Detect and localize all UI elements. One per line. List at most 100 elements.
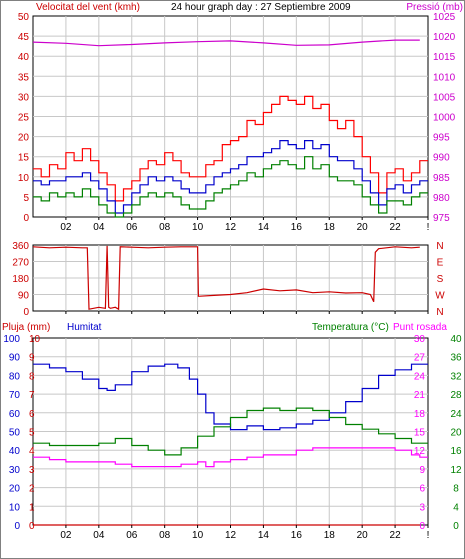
wind-tick-label: 0 [23, 213, 29, 224]
compass-label: N [436, 241, 443, 252]
x-tick-label: 04 [93, 530, 105, 541]
wind-tick-label: 45 [18, 32, 30, 43]
wind-tick-label: 40 [18, 52, 30, 63]
humidity-tick-label: 100 [3, 334, 20, 345]
rain-tick-label: 3 [29, 465, 35, 476]
series-direction [32, 245, 420, 311]
dewpoint-tick-label: 18 [414, 409, 426, 420]
wind-tick-label: 35 [18, 72, 30, 83]
temperature-tick-label: 8 [453, 484, 459, 495]
series-dewpoint [33, 447, 428, 468]
temperature-tick-label: 36 [450, 353, 462, 364]
humidity-tick-label: 20 [9, 484, 21, 495]
pressure-tick-label: 990 [433, 153, 450, 164]
series-temperature [33, 407, 428, 456]
direction-tick-label: 90 [18, 291, 30, 302]
x-tick-label: 06 [126, 222, 138, 233]
dewpoint-tick-label: 12 [414, 446, 426, 457]
temperature-tick-label: 12 [450, 465, 462, 476]
x-tick-label: 02 [60, 530, 72, 541]
x-tick-label: 04 [93, 222, 105, 233]
pressure-tick-label: 980 [433, 193, 450, 204]
x-tick-label: 14 [258, 530, 270, 541]
rain-tick-label: 0 [29, 521, 35, 532]
temperature-tick-label: 32 [450, 371, 462, 382]
temperature-tick-label: 20 [450, 428, 462, 439]
direction-tick-label: 270 [12, 258, 29, 269]
x-tick-label: 10 [192, 530, 204, 541]
dewpoint-tick-label: 0 [419, 521, 425, 532]
dewpoint-tick-label: 30 [414, 334, 426, 345]
wind-axis-title: Velocitat del vent (kmh) [36, 2, 140, 13]
humidity-tick-label: 50 [9, 428, 21, 439]
pressure-tick-label: 1015 [433, 52, 456, 63]
wind-tick-label: 50 [18, 12, 30, 23]
series-wind_gust [33, 95, 428, 202]
pressure-tick-label: 1005 [433, 92, 456, 103]
series-pressure [32, 39, 420, 47]
compass-label: N [436, 307, 443, 318]
wind-tick-label: 20 [18, 133, 30, 144]
rain-tick-label: 4 [29, 446, 35, 457]
temperature-tick-label: 4 [453, 502, 459, 513]
dewpoint-axis-title: Punt rosada [393, 322, 447, 333]
pressure-tick-label: 975 [433, 213, 450, 224]
humidity-tick-label: 70 [9, 390, 21, 401]
x-tick-label: 22 [390, 222, 402, 233]
x-tick-label: ! [427, 530, 430, 541]
humidity-tick-label: 30 [9, 465, 21, 476]
dewpoint-tick-label: 24 [414, 371, 426, 382]
rain-tick-label: 6 [29, 409, 35, 420]
x-tick-label: 02 [60, 222, 72, 233]
x-tick-label: 16 [291, 530, 303, 541]
x-tick-label: 06 [126, 530, 138, 541]
pressure-tick-label: 1000 [433, 113, 456, 124]
x-tick-label: 16 [291, 222, 303, 233]
pressure-axis-title: Pressió (mb) [406, 2, 463, 13]
humidity-axis-title: Humitat [67, 322, 102, 333]
dewpoint-tick-label: 9 [419, 465, 425, 476]
x-tick-label: 14 [258, 222, 270, 233]
compass-label: S [437, 274, 444, 285]
rain-tick-label: 5 [29, 428, 35, 439]
pressure-tick-label: 985 [433, 173, 450, 184]
dewpoint-tick-label: 21 [414, 390, 426, 401]
temperature-tick-label: 40 [450, 334, 462, 345]
compass-label: E [437, 258, 444, 269]
temperature-tick-label: 16 [450, 446, 462, 457]
humidity-tick-label: 80 [9, 371, 21, 382]
wind-tick-label: 5 [23, 193, 29, 204]
rain-tick-label: 9 [29, 353, 35, 364]
pressure-tick-label: 995 [433, 133, 450, 144]
wind-tick-label: 10 [18, 173, 30, 184]
series-wind_low [33, 156, 428, 218]
wind-tick-label: 30 [18, 92, 30, 103]
x-tick-label: 12 [225, 530, 237, 541]
wind-tick-label: 25 [18, 113, 30, 124]
x-tick-label: 20 [357, 222, 369, 233]
compass-label: W [435, 291, 445, 302]
x-tick-label: 08 [159, 222, 171, 233]
pressure-tick-label: 1010 [433, 72, 456, 83]
rain-axis-title: Pluja (mm) [2, 322, 50, 333]
pressure-tick-label: 1025 [433, 12, 456, 23]
temperature-tick-label: 0 [453, 521, 459, 532]
rain-tick-label: 10 [29, 334, 41, 345]
x-tick-label: 20 [357, 530, 369, 541]
rain-tick-label: 7 [29, 390, 35, 401]
rain-tick-label: 8 [29, 371, 35, 382]
dewpoint-tick-label: 15 [414, 428, 426, 439]
wind-tick-label: 15 [18, 153, 30, 164]
dewpoint-tick-label: 27 [414, 353, 426, 364]
x-tick-label: 10 [192, 222, 204, 233]
x-tick-label: 18 [324, 222, 336, 233]
x-tick-label: 12 [225, 222, 237, 233]
humidity-tick-label: 60 [9, 409, 21, 420]
direction-tick-label: 0 [23, 307, 29, 318]
temperature-tick-label: 28 [450, 390, 462, 401]
humidity-tick-label: 0 [14, 521, 20, 532]
x-tick-label: 18 [324, 530, 336, 541]
series-humidity [33, 363, 428, 431]
rain-tick-label: 1 [29, 502, 35, 513]
